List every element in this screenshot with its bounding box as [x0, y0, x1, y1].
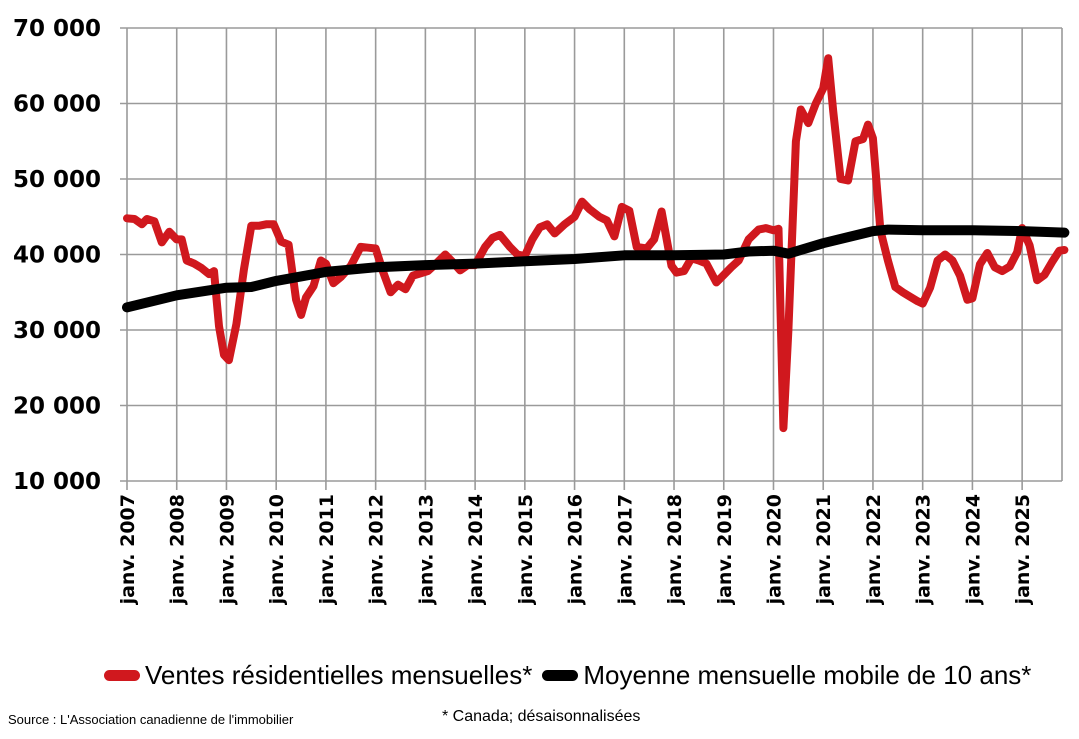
x-tick-label: janv. 2021 — [813, 494, 835, 605]
x-tick-label: janv. 2008 — [167, 494, 189, 605]
series-lines — [122, 54, 1070, 433]
y-tick-label: 10 000 — [13, 469, 101, 495]
legend: Ventes résidentielles mensuelles* Moyenn… — [104, 660, 1041, 691]
x-tick-label: janv. 2012 — [366, 494, 388, 605]
y-tick-label: 20 000 — [13, 394, 101, 420]
y-tick-label: 30 000 — [13, 318, 101, 344]
x-tick-label: janv. 2010 — [266, 494, 288, 605]
x-tick-label: janv. 2009 — [216, 494, 238, 605]
source-note: Source : L'Association canadienne de l'i… — [8, 712, 294, 727]
x-tick-label: janv. 2023 — [913, 494, 935, 605]
legend-label-monthly-sales: Ventes résidentielles mensuelles* — [145, 660, 533, 690]
x-tick-label: janv. 2025 — [1012, 494, 1034, 605]
x-tick-label: janv. 2015 — [515, 494, 537, 605]
black-line-swatch-icon — [542, 670, 579, 681]
x-tick-label: janv. 2011 — [316, 494, 338, 605]
x-tick-label: janv. 2018 — [664, 494, 686, 605]
y-tick-label: 70 000 — [13, 16, 101, 42]
x-tick-label: janv. 2016 — [565, 494, 587, 605]
x-tick-label: janv. 2014 — [465, 494, 487, 605]
y-tick-label: 60 000 — [13, 92, 101, 118]
footnote: * Canada; désaisonnalisées — [442, 708, 641, 725]
x-tick-label: janv. 2024 — [962, 494, 984, 605]
legend-item-moving-average: Moyenne mensuelle mobile de 10 ans* — [542, 660, 1031, 691]
x-tick-label: janv. 2019 — [714, 494, 736, 605]
y-tick-label: 50 000 — [13, 167, 101, 193]
x-tick-label: janv. 2013 — [415, 494, 437, 605]
line-chart: 10 000 20 000 30 000 40 000 50 000 60 000 70 0… — [13, 16, 1070, 605]
y-tick-label: 40 000 — [13, 243, 101, 269]
red-line-swatch-icon — [104, 670, 140, 681]
x-tick-label: janv. 2017 — [614, 494, 636, 605]
monthly-sales-line — [123, 54, 1069, 433]
legend-item-monthly-sales: Ventes résidentielles mensuelles* — [104, 660, 532, 691]
legend-label-moving-average: Moyenne mensuelle mobile de 10 ans* — [583, 660, 1032, 690]
x-axis-ticks: janv. 2007 janv. 2008 janv. 2009 janv. 2010… — [117, 494, 1034, 605]
x-tick-label: janv. 2007 — [117, 494, 139, 605]
moving-average-line — [122, 224, 1070, 313]
x-tick-label: janv. 2022 — [863, 494, 885, 605]
y-axis-ticks: 10 000 20 000 30 000 40 000 50 000 60 000 70 0… — [13, 16, 101, 495]
x-tick-label: janv. 2020 — [763, 494, 785, 605]
